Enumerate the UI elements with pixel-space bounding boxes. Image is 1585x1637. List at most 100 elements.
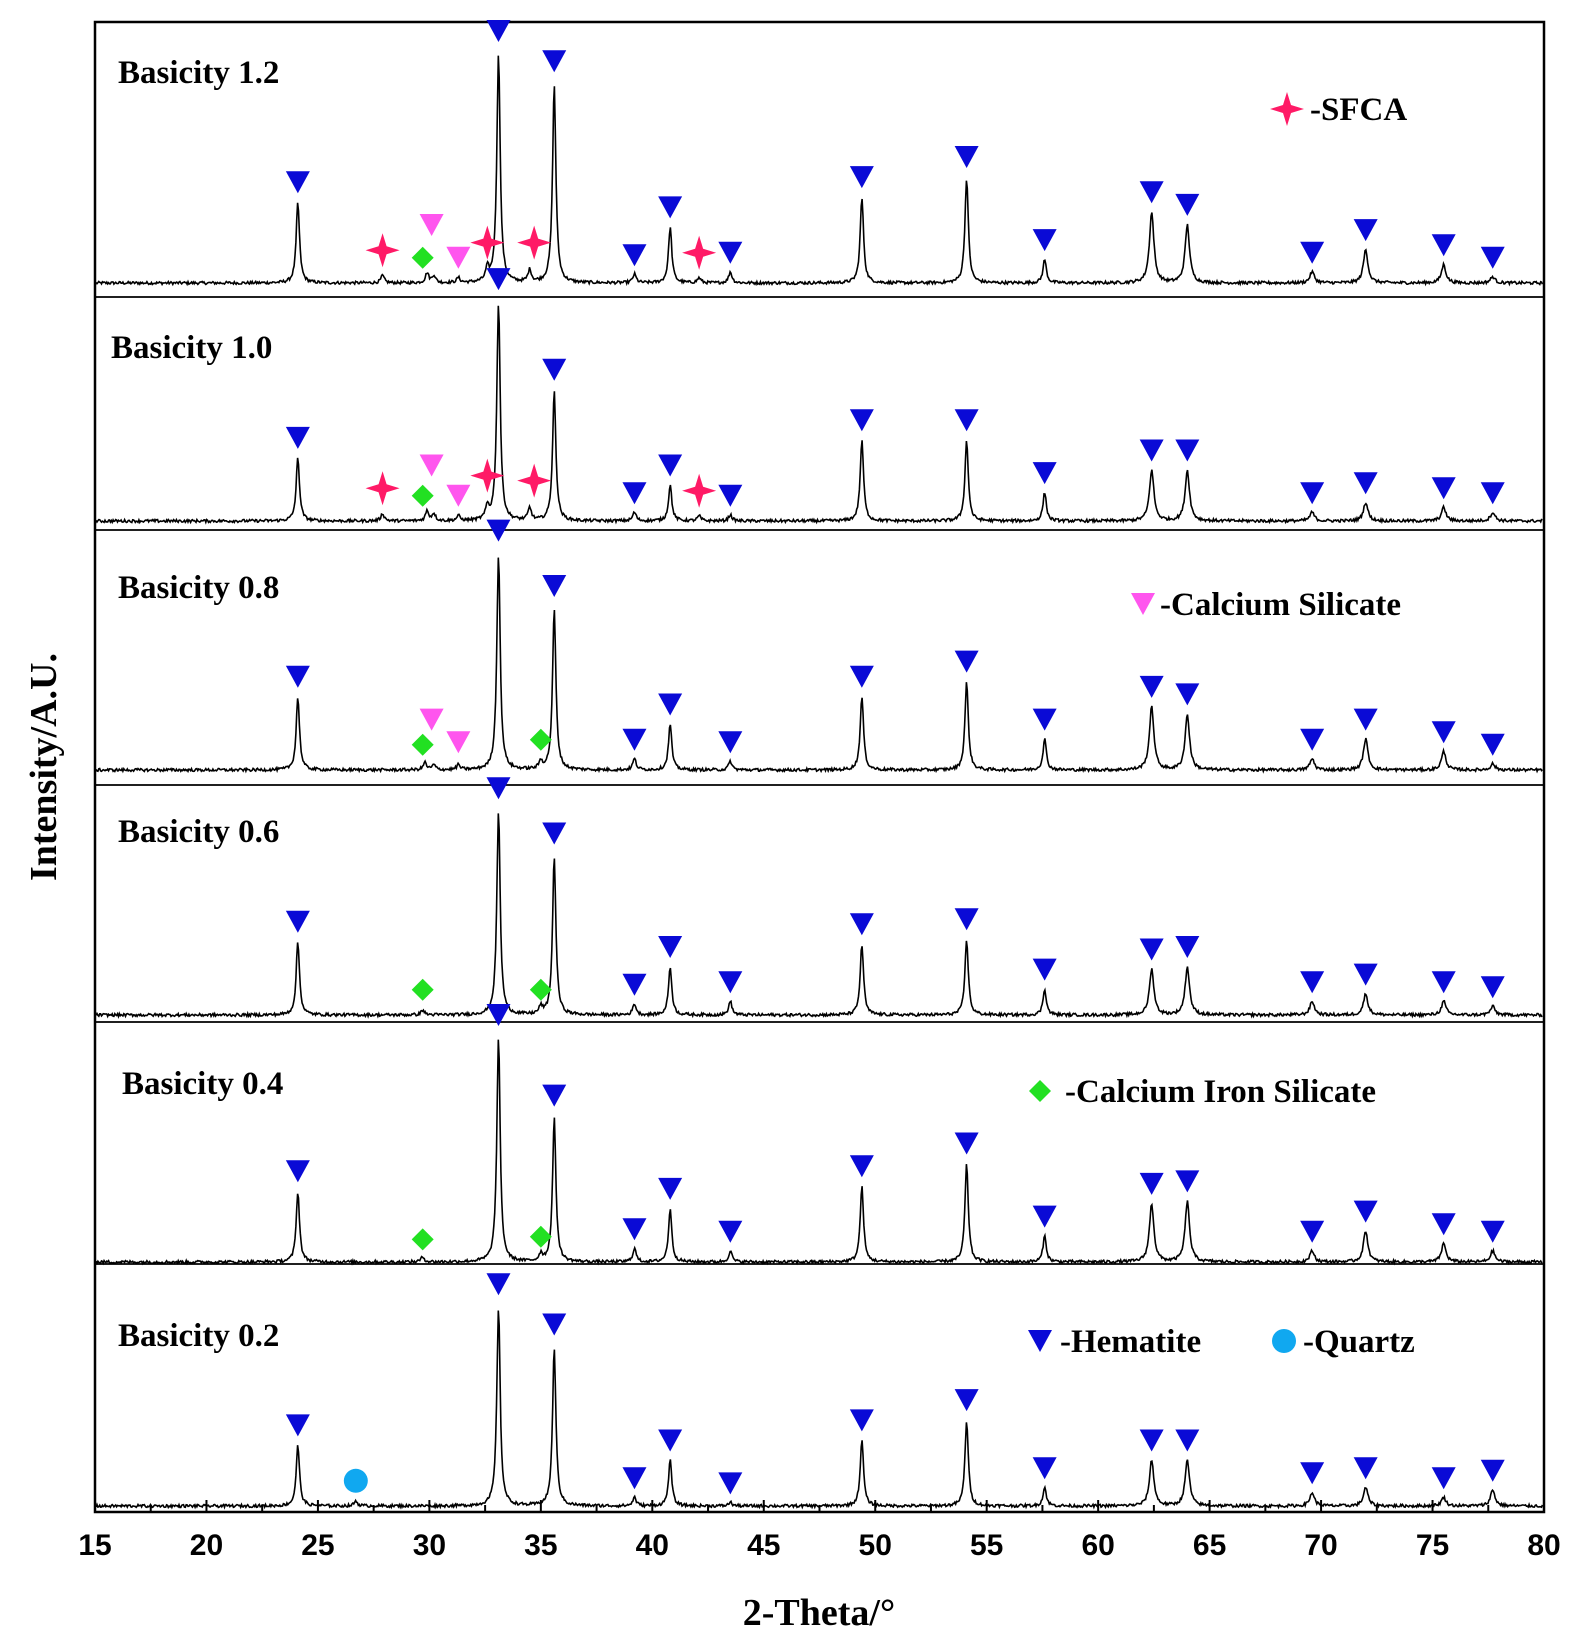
hematite-marker: [1480, 482, 1505, 505]
calcium-silicate-marker: [419, 214, 444, 237]
x-axis-label: 2-Theta/°: [743, 1592, 895, 1634]
pattern-trace: [95, 813, 1543, 1019]
calcium-silicate-marker: [446, 484, 471, 507]
hematite-marker: [849, 1155, 874, 1178]
hematite-marker: [1300, 482, 1325, 505]
hematite-marker: [718, 971, 743, 994]
sfca-marker: [470, 458, 505, 493]
hematite-marker: [1480, 1459, 1505, 1482]
hematite-marker: [285, 1414, 310, 1437]
hematite-marker: [542, 822, 567, 845]
x-tick-label: 40: [636, 1529, 669, 1562]
hematite-marker: [954, 146, 979, 168]
hematite-marker: [954, 650, 979, 673]
hematite-marker: [285, 665, 310, 688]
pattern-trace: [95, 1039, 1543, 1266]
hematite-marker: [954, 409, 979, 432]
hematite-marker: [1353, 708, 1378, 731]
hematite-marker: [1175, 439, 1200, 462]
hematite-marker: [718, 1472, 743, 1495]
hematite-marker: [1300, 971, 1325, 994]
hematite-marker: [1431, 971, 1456, 994]
hematite-marker: [542, 575, 567, 598]
calcium-iron-silicate-marker: [411, 484, 434, 507]
legend-label: -Hematite: [1060, 1324, 1201, 1360]
hematite-marker: [1353, 472, 1378, 495]
calcium-silicate-marker: [419, 454, 444, 477]
hematite-marker: [622, 1218, 647, 1241]
panel-label: Basicity 0.6: [118, 814, 279, 850]
hematite-marker: [1032, 708, 1057, 731]
hematite-marker: [542, 1084, 567, 1107]
hematite-marker: [285, 910, 310, 933]
sfca-marker: [517, 225, 552, 260]
hematite-marker: [622, 973, 647, 996]
hematite-marker: [486, 777, 511, 800]
hematite-marker: [486, 1004, 511, 1027]
hematite-marker: [1431, 721, 1456, 744]
hematite-marker: [486, 268, 511, 291]
hematite-marker: [1175, 1429, 1200, 1452]
calcium-iron-silicate-marker: [529, 978, 552, 1001]
legend-label: -Calcium Iron Silicate: [1065, 1074, 1376, 1110]
hematite-marker: [1175, 683, 1200, 706]
hematite-marker: [1175, 1170, 1200, 1193]
hematite-marker: [1480, 246, 1505, 269]
hematite-marker: [954, 908, 979, 931]
hematite-marker: [1032, 958, 1057, 981]
legend-label: -Calcium Silicate: [1160, 587, 1401, 623]
x-tick-label: 45: [747, 1529, 780, 1562]
hematite-marker: [1139, 439, 1164, 462]
x-tick-label: 60: [1081, 1529, 1114, 1562]
sfca-marker: [682, 235, 717, 270]
hematite-marker: [622, 728, 647, 751]
hematite-marker: [658, 454, 683, 477]
legend-label: -SFCA: [1310, 92, 1407, 128]
sfca-marker: [365, 471, 400, 506]
hematite-marker: [1480, 1220, 1505, 1243]
hematite-marker: [658, 693, 683, 716]
hematite-marker: [1431, 477, 1456, 500]
hematite-marker: [1139, 675, 1164, 698]
calcium-iron-silicate-marker: [529, 728, 552, 751]
hematite-marker: [718, 484, 743, 507]
x-tick-label: 15: [78, 1529, 111, 1562]
calcium-iron-silicate-marker: [411, 246, 434, 269]
hematite-marker: [1431, 1467, 1456, 1490]
hematite-marker: [849, 913, 874, 936]
x-tick-label: 65: [1193, 1529, 1226, 1562]
hematite-marker: [285, 171, 310, 194]
sfca-marker: [365, 233, 400, 268]
hematite-marker: [718, 1220, 743, 1243]
hematite-marker: [1028, 1330, 1052, 1352]
hematite-marker: [1139, 938, 1164, 961]
sfca-marker: [517, 463, 552, 498]
hematite-marker: [486, 1273, 511, 1296]
hematite-marker: [542, 50, 567, 73]
pattern-trace: [95, 305, 1543, 525]
hematite-marker: [1353, 219, 1378, 242]
x-tick-label: 80: [1527, 1529, 1560, 1562]
calcium-iron-silicate-marker: [529, 1225, 552, 1248]
hematite-marker: [1032, 229, 1057, 252]
hematite-marker: [1032, 1205, 1057, 1228]
hematite-marker: [285, 1160, 310, 1183]
calcium-iron-silicate-marker: [411, 978, 434, 1001]
sfca-marker: [682, 473, 717, 508]
sfca-marker: [1270, 92, 1304, 126]
panel-label: Basicity 1.2: [118, 55, 279, 91]
panel-label: Basicity 1.0: [111, 330, 272, 366]
hematite-marker: [1300, 728, 1325, 751]
hematite-marker: [718, 241, 743, 264]
hematite-marker: [622, 1467, 647, 1490]
quartz-marker: [1272, 1329, 1296, 1353]
hematite-marker: [542, 1313, 567, 1336]
calcium-iron-silicate-marker: [1029, 1080, 1051, 1102]
hematite-marker: [1139, 181, 1164, 204]
hematite-marker: [1353, 963, 1378, 986]
hematite-marker: [954, 1389, 979, 1412]
hematite-marker: [1300, 1220, 1325, 1243]
hematite-marker: [658, 196, 683, 219]
hematite-marker: [1139, 1429, 1164, 1452]
